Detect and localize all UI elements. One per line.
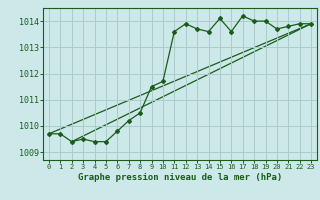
X-axis label: Graphe pression niveau de la mer (hPa): Graphe pression niveau de la mer (hPa) xyxy=(78,173,282,182)
